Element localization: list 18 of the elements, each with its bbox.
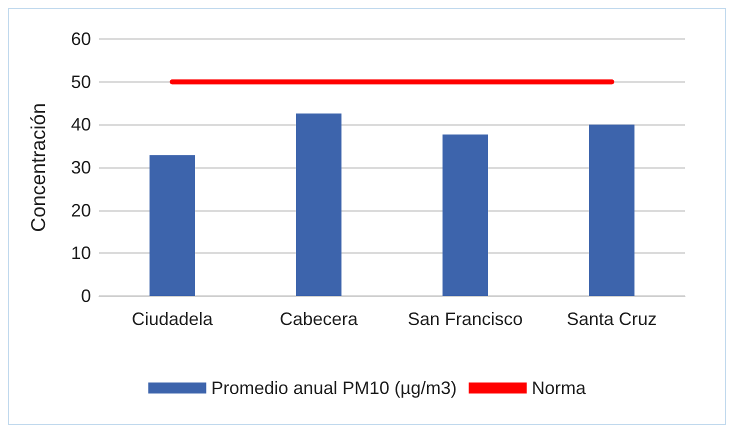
y-tick-label: 20 bbox=[70, 200, 91, 220]
legend-label: Promedio anual PM10 (µg/m3) bbox=[211, 378, 457, 398]
y-tick-label: 40 bbox=[70, 114, 91, 135]
bar bbox=[150, 155, 195, 296]
bar bbox=[589, 124, 634, 296]
y-tick-label: 10 bbox=[70, 243, 91, 264]
x-tick-label: Cabecera bbox=[280, 309, 359, 329]
y-tick-label: 0 bbox=[80, 286, 91, 306]
y-tick-label: 60 bbox=[70, 29, 91, 49]
y-tick-label: 50 bbox=[70, 72, 91, 92]
legend-label: Norma bbox=[532, 378, 587, 398]
y-tick-label: 30 bbox=[70, 158, 91, 178]
bar bbox=[296, 114, 342, 296]
y-axis-title: Concentración bbox=[28, 103, 50, 232]
x-tick-label: Santa Cruz bbox=[566, 309, 657, 329]
bar bbox=[442, 134, 488, 296]
x-tick-label: Ciudadela bbox=[132, 309, 214, 329]
x-tick-label: San Francisco bbox=[408, 309, 523, 329]
